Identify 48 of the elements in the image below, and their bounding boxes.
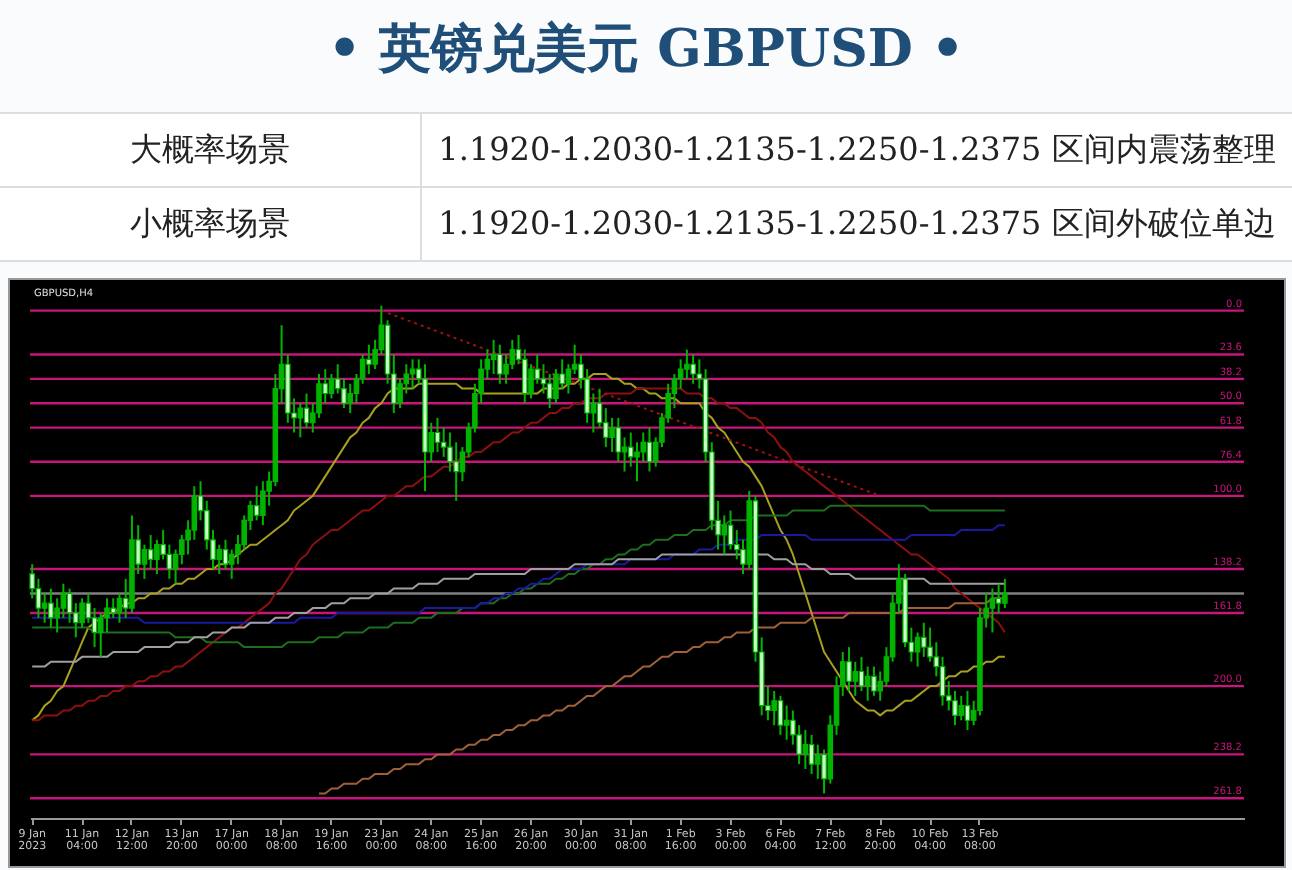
candlestick	[490, 338, 497, 375]
candlestick	[48, 587, 54, 629]
text: 小概率场景	[0, 187, 421, 261]
candlestick	[260, 480, 266, 527]
candlestick	[995, 582, 1002, 614]
candlestick	[216, 543, 223, 575]
candlestick	[771, 690, 777, 727]
candlestick	[41, 592, 48, 624]
text: 大概率场景	[0, 113, 421, 187]
candlestick	[815, 743, 821, 780]
candlestick	[147, 533, 154, 571]
candlestick	[864, 665, 871, 702]
candlestick	[721, 514, 728, 556]
candlestick	[497, 343, 503, 385]
candlestick	[852, 660, 859, 697]
candlestick	[347, 382, 353, 414]
candlestick	[690, 353, 696, 385]
text: 1.1920-1.2030-1.2135-1.2250-1.2375 区间内震荡整理	[421, 113, 1292, 187]
candlestick	[609, 416, 615, 454]
candlestick	[366, 343, 372, 375]
candlestick	[409, 358, 416, 390]
candlestick	[1002, 577, 1008, 610]
candlestick	[914, 631, 921, 668]
candlestick	[802, 729, 809, 771]
candlestick	[453, 441, 459, 502]
candlestick	[303, 392, 310, 429]
candlestick	[546, 372, 553, 410]
candlestick	[634, 441, 640, 483]
candlestick	[958, 694, 965, 722]
candlestick	[141, 543, 148, 580]
candlestick	[964, 690, 971, 732]
candlestick	[871, 665, 877, 697]
candlestick	[989, 587, 996, 634]
candlestick	[777, 694, 784, 736]
candlestick	[297, 402, 304, 439]
candlestick	[110, 597, 117, 619]
candlestick	[846, 646, 852, 692]
candlestick	[808, 733, 815, 775]
chart-title: • 英镑兑美元 GBPUSD •	[325, 18, 967, 84]
text: 1.1920-1.2030-1.2135-1.2250-1.2375 区间外破位单边	[421, 187, 1292, 261]
candlestick	[328, 372, 335, 400]
candlestick	[79, 597, 85, 629]
candlestick	[253, 485, 260, 522]
candlestick	[434, 416, 441, 454]
candlestick	[921, 621, 927, 658]
candlestick	[783, 704, 790, 741]
candlestick	[222, 538, 229, 571]
candlestick	[154, 538, 160, 575]
